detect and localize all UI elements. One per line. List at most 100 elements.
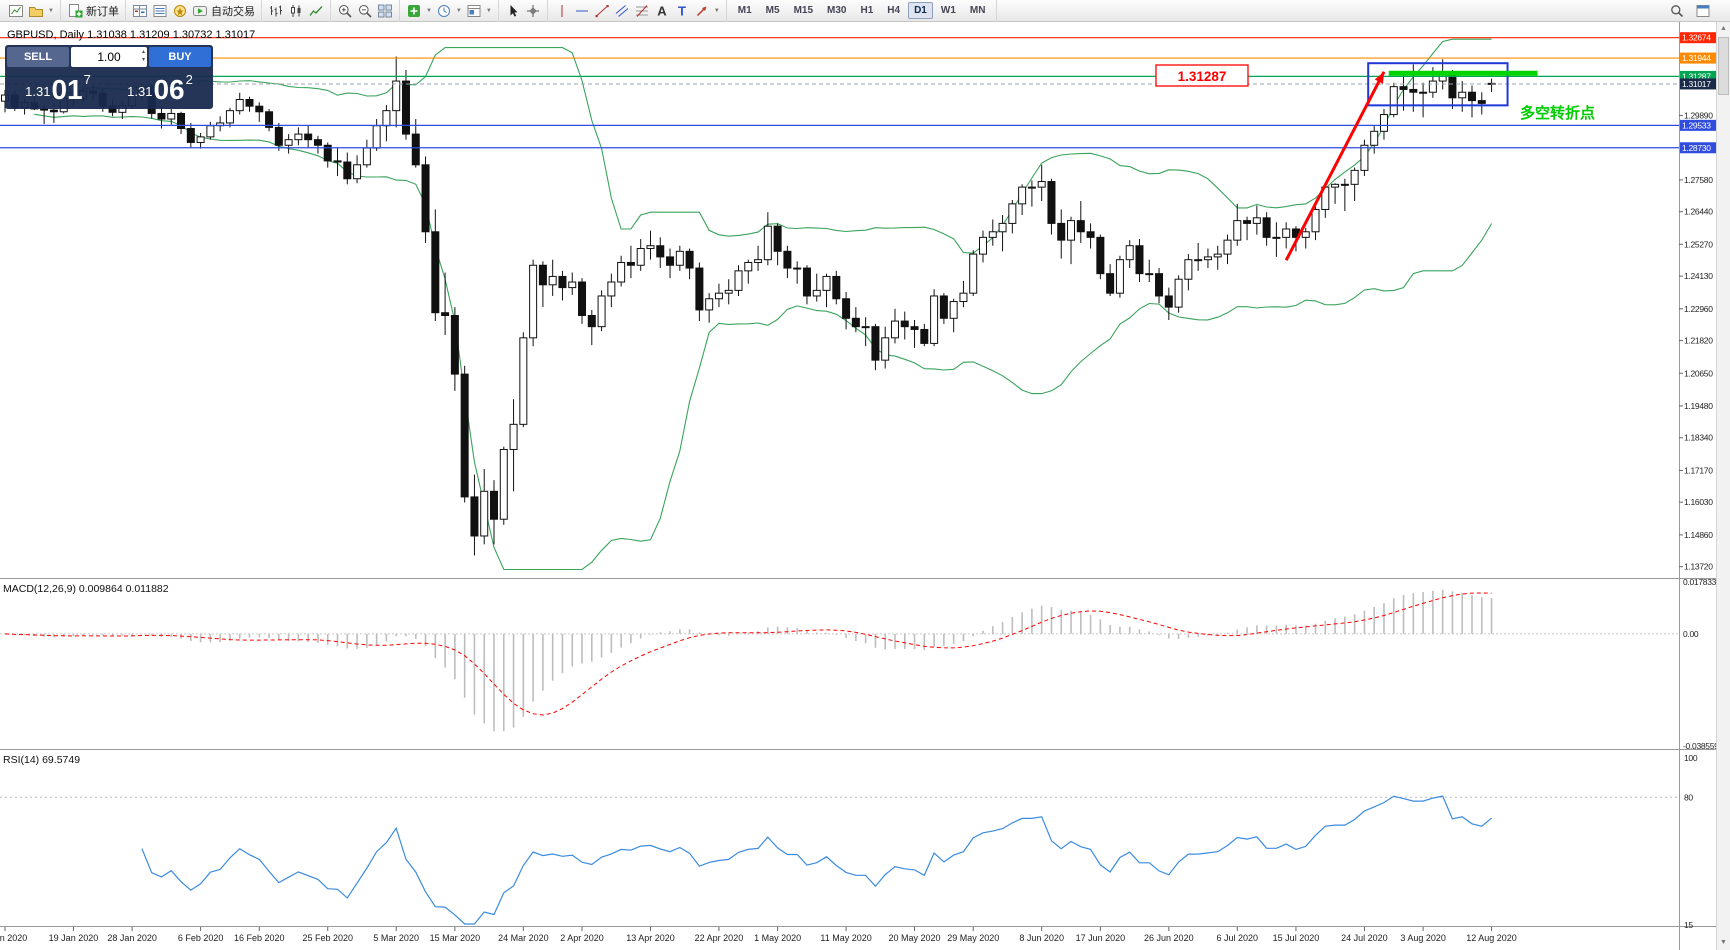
periods-button[interactable]: ▼ bbox=[434, 2, 464, 20]
price-label-chip-1.32674 bbox=[1680, 32, 1716, 44]
candle bbox=[930, 295, 939, 344]
new-window-button[interactable] bbox=[1693, 2, 1713, 20]
candle bbox=[646, 245, 655, 250]
candle bbox=[714, 292, 723, 300]
rally-arrow-head bbox=[1374, 71, 1384, 84]
vertical-line-button[interactable] bbox=[552, 2, 572, 20]
rsi-label: RSI(14) 69.5749 bbox=[3, 754, 80, 766]
channel-icon bbox=[615, 4, 629, 17]
consolidation-rectangle[interactable] bbox=[1367, 62, 1509, 107]
trendline-button[interactable] bbox=[592, 2, 612, 20]
candle bbox=[245, 98, 254, 107]
chevron-down-icon[interactable]: ▼ bbox=[455, 7, 462, 14]
scrollbar-thumb[interactable] bbox=[1718, 37, 1729, 95]
timeframe-m1-button[interactable]: M1 bbox=[737, 5, 752, 16]
profiles-button[interactable]: ▼ bbox=[26, 2, 56, 20]
sell-price-prefix: 1.31 bbox=[25, 84, 51, 99]
timeframe-m30-button[interactable]: M30 bbox=[827, 5, 847, 16]
data-window-button[interactable] bbox=[150, 2, 170, 20]
candle bbox=[1419, 91, 1428, 94]
arrows-button[interactable]: ▼ bbox=[692, 2, 722, 20]
candle bbox=[274, 126, 283, 146]
timeframe-w1-button[interactable]: W1 bbox=[940, 5, 956, 16]
line-chart-button[interactable] bbox=[306, 2, 326, 20]
price-callout-text[interactable]: 1.31287 bbox=[1178, 69, 1227, 84]
periods-icon bbox=[437, 4, 450, 17]
date-tick: 28 Jan 2020 bbox=[107, 933, 157, 943]
candle bbox=[969, 253, 978, 294]
candle bbox=[1115, 259, 1124, 294]
new-chart-button[interactable] bbox=[6, 2, 26, 20]
navigator-button[interactable] bbox=[170, 2, 190, 20]
zoom-out-button[interactable] bbox=[355, 2, 375, 20]
timeframe-h4-button[interactable]: H4 bbox=[887, 5, 901, 16]
autotrading-label: 自动交易 bbox=[210, 5, 255, 18]
timeframe-m5-button[interactable]: M5 bbox=[765, 5, 780, 16]
chevron-down-icon[interactable]: ▼ bbox=[485, 7, 492, 14]
macd-tick: 0.017833 bbox=[1683, 577, 1717, 587]
timeframe-mn-button[interactable]: MN bbox=[969, 5, 986, 16]
candle bbox=[206, 125, 215, 138]
price-tick: 1.14860 bbox=[1684, 530, 1713, 540]
chevron-down-icon[interactable]: ▼ bbox=[48, 7, 54, 14]
crosshair-button[interactable] bbox=[523, 2, 543, 20]
cursor-button[interactable] bbox=[503, 2, 523, 20]
vertical-scrollbar[interactable]: ▲ ▼ bbox=[1716, 22, 1730, 950]
candlestick-chart-button[interactable] bbox=[286, 2, 306, 20]
channel-button[interactable] bbox=[612, 2, 632, 20]
search-button[interactable] bbox=[1667, 2, 1687, 20]
label-button[interactable]: T bbox=[672, 2, 692, 20]
price-label-chip-1.28730 bbox=[1680, 142, 1716, 154]
candle bbox=[851, 317, 860, 328]
fibonacci-button[interactable] bbox=[632, 2, 652, 20]
candle bbox=[558, 275, 567, 289]
candle bbox=[186, 128, 195, 143]
candle bbox=[763, 225, 772, 261]
buy-price-pip: 2 bbox=[185, 72, 193, 87]
chevron-down-icon[interactable]: ▼ bbox=[713, 7, 720, 14]
toolbar-right bbox=[1667, 0, 1713, 22]
horizontal-lines-layer[interactable]: 1.326741.319441.312871.295331.287301.310… bbox=[0, 32, 1716, 154]
candle bbox=[979, 236, 987, 255]
svg-text:1.29533: 1.29533 bbox=[1682, 120, 1711, 130]
timeframe-m15-button[interactable]: M15 bbox=[793, 5, 814, 16]
candle bbox=[822, 275, 831, 291]
candle bbox=[294, 133, 303, 141]
sell-button[interactable]: SELL bbox=[7, 47, 69, 67]
candle bbox=[1164, 295, 1173, 308]
candle bbox=[900, 320, 909, 328]
market-watch-button[interactable] bbox=[130, 2, 150, 20]
indicators-button[interactable]: ▼ bbox=[404, 2, 434, 20]
candle bbox=[1468, 91, 1476, 102]
volume-input[interactable]: 1.00 ▴ ▾ bbox=[71, 47, 147, 67]
scrollbar-down-arrow[interactable]: ▼ bbox=[1720, 939, 1727, 946]
candle bbox=[411, 133, 420, 166]
candle bbox=[1174, 278, 1183, 308]
price-callout-box[interactable] bbox=[1155, 64, 1249, 87]
volume-up-arrow[interactable]: ▴ bbox=[141, 49, 145, 55]
candle bbox=[1301, 231, 1310, 238]
volume-down-arrow[interactable]: ▾ bbox=[141, 57, 145, 63]
rally-arrow[interactable] bbox=[1284, 71, 1386, 261]
thick-green-level-bar[interactable] bbox=[1388, 70, 1538, 76]
candle bbox=[1213, 253, 1222, 258]
timeframe-d1-button[interactable]: D1 bbox=[908, 2, 933, 19]
new-order-button[interactable]: 新订单 bbox=[65, 2, 121, 20]
bar-chart-button[interactable] bbox=[266, 2, 286, 20]
zoom-in-button[interactable] bbox=[335, 2, 355, 20]
autotrading-button[interactable]: 自动交易 bbox=[190, 2, 257, 20]
candle bbox=[773, 225, 782, 252]
bollinger-upper-band bbox=[34, 38, 1492, 254]
horizontal-line-button[interactable] bbox=[572, 2, 592, 20]
text-button[interactable]: A bbox=[652, 2, 672, 20]
candle bbox=[372, 125, 381, 149]
tile-windows-button[interactable] bbox=[375, 2, 395, 20]
annotations-layer[interactable] bbox=[1284, 62, 1538, 261]
templates-button[interactable]: ▼ bbox=[464, 2, 494, 20]
timeframe-h1-button[interactable]: H1 bbox=[860, 5, 874, 16]
turning-point-note[interactable]: 多空转折点 bbox=[1520, 104, 1595, 122]
scrollbar-up-arrow[interactable]: ▲ bbox=[1720, 25, 1727, 32]
chevron-down-icon[interactable]: ▼ bbox=[425, 7, 432, 14]
buy-button[interactable]: BUY bbox=[149, 47, 211, 67]
